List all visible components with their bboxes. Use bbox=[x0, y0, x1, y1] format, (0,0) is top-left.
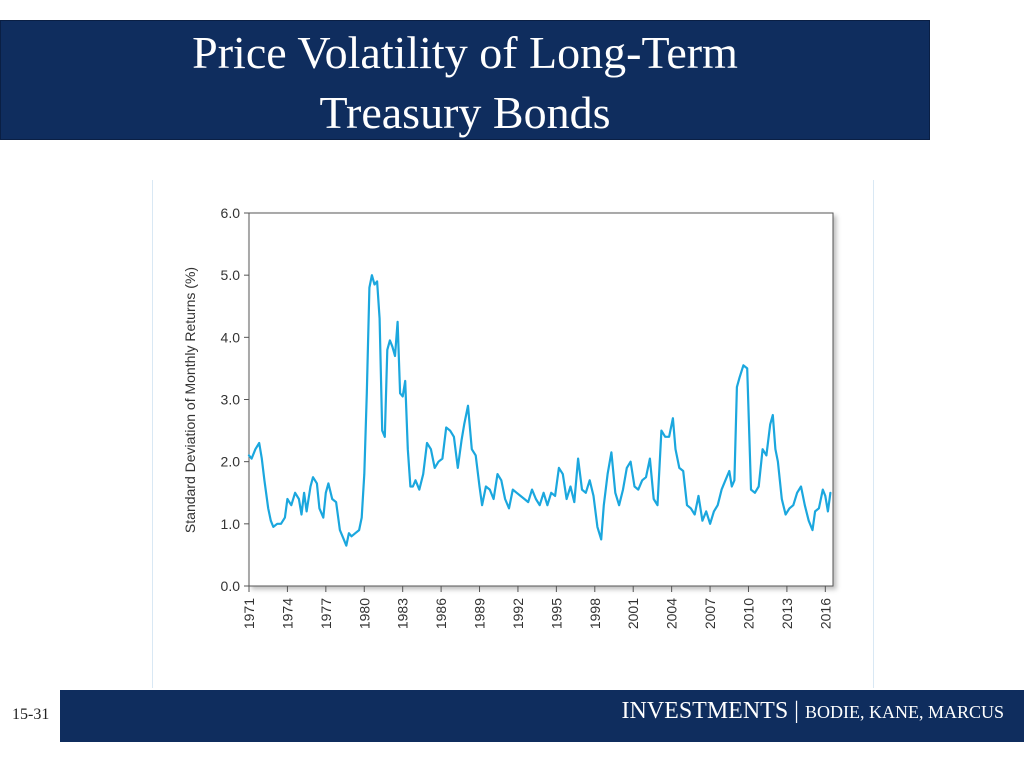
x-tick-label: 1986 bbox=[433, 598, 449, 629]
x-tick-label: 1983 bbox=[395, 598, 411, 629]
footer-book-title: INVESTMENTS | bbox=[621, 698, 799, 724]
y-tick-label: 0.0 bbox=[221, 578, 241, 594]
series-line-0 bbox=[247, 274, 832, 547]
slide-title-line-2: Treasury Bonds bbox=[319, 87, 611, 138]
y-tick-label: 3.0 bbox=[221, 392, 241, 408]
title-bar: Price Volatility of Long-Term Treasury B… bbox=[0, 20, 930, 140]
series-layer bbox=[247, 274, 832, 547]
x-tick-label: 1974 bbox=[279, 598, 295, 629]
x-tick-label: 1971 bbox=[241, 598, 257, 629]
y-tick-label: 6.0 bbox=[221, 205, 241, 221]
x-axis: 1971 1974 1977 1980 1983 1986 1989 1992 1995 1998… bbox=[241, 586, 833, 629]
volatility-chart: 0.01.02.03.04.05.06.0 1971 1974 1977 1980 19… bbox=[182, 205, 834, 629]
plot-area bbox=[248, 212, 834, 587]
x-tick-label: 1992 bbox=[510, 598, 526, 629]
x-tick-label: 2001 bbox=[625, 598, 641, 629]
y-axis-label: Standard Deviation of Monthly Returns (%… bbox=[182, 267, 198, 533]
chart-frame: 0.0 1.0 2.0 3.0 4.0 5.0 6.0 1971 1974 1977 1980 19… bbox=[152, 180, 874, 688]
footer-authors: BODIE, KANE, MARCUS bbox=[804, 702, 1004, 722]
x-tick-label: 2004 bbox=[664, 598, 680, 629]
y-tick-label: 2.0 bbox=[221, 454, 241, 470]
x-tick-label: 1980 bbox=[356, 598, 372, 629]
y-tick-label: 1.0 bbox=[221, 516, 241, 532]
y-axis: 0.0 1.0 2.0 3.0 4.0 5.0 6.0 bbox=[221, 205, 249, 594]
slide-title-line-1: Price Volatility of Long-Term bbox=[192, 27, 738, 78]
x-tick-label: 1995 bbox=[548, 598, 564, 629]
x-tick-label: 1998 bbox=[587, 598, 603, 629]
y-tick-label: 4.0 bbox=[221, 329, 241, 345]
slide-number: 15-31 bbox=[12, 706, 50, 723]
footer-bar: INVESTMENTS | BODIE, KANE, MARCUS bbox=[60, 690, 1024, 742]
x-tick-label: 2010 bbox=[740, 598, 756, 629]
x-tick-label: 1977 bbox=[318, 598, 334, 629]
x-tick-label: 2016 bbox=[817, 598, 833, 629]
footer-text: INVESTMENTS | BODIE, KANE, MARCUS bbox=[622, 698, 1004, 725]
y-tick-label: 5.0 bbox=[221, 267, 241, 283]
x-tick-label: 2007 bbox=[702, 598, 718, 629]
x-tick-label: 1989 bbox=[472, 598, 488, 629]
x-tick-label: 2013 bbox=[779, 598, 795, 629]
